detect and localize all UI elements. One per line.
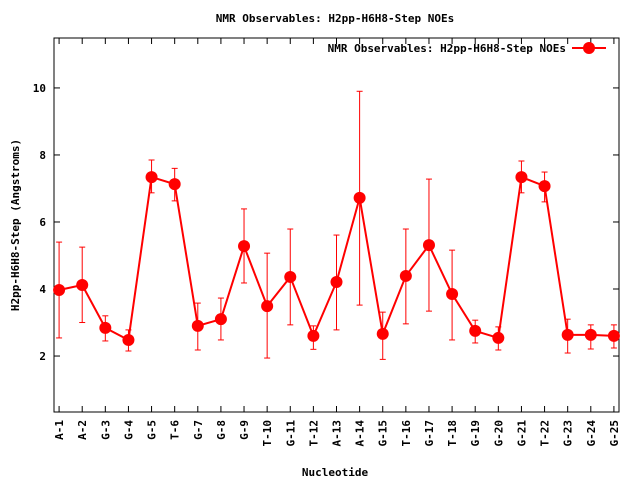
legend-marker (583, 42, 595, 54)
data-point (446, 288, 459, 301)
y-tick-label: 2 (39, 350, 46, 363)
x-tick-label: G-5 (146, 420, 159, 440)
data-point (584, 328, 597, 341)
y-axis-label: H2pp-H6H8-Step (Angstroms) (9, 139, 22, 311)
x-tick-label: G-23 (562, 420, 575, 447)
x-tick-label: T-16 (400, 420, 413, 447)
x-tick-label: T-12 (307, 420, 320, 447)
data-point (284, 270, 297, 283)
x-tick-label: T-22 (539, 420, 552, 447)
y-tick-label: 4 (39, 283, 46, 296)
axes: 2 4 6 8 10 A-1 A-2 G-3 G-4 G-5 T-6 G-7 G-8 G-9 T-10 G-1… (33, 37, 621, 447)
data-point (353, 191, 366, 204)
data-point (469, 324, 482, 337)
legend: NMR Observables: H2pp-H6H8-Step NOEs (328, 42, 606, 55)
series (53, 90, 620, 360)
y-tick-label: 10 (33, 82, 46, 95)
x-tick-label: G-7 (192, 420, 205, 440)
chart-title: NMR Observables: H2pp-H6H8-Step NOEs (216, 12, 454, 25)
plot-border (53, 37, 620, 413)
x-tick-label: G-8 (215, 420, 228, 440)
x-tick-label: G-19 (469, 420, 482, 447)
x-tick-label: A-1 (53, 420, 66, 440)
x-axis-label: Nucleotide (302, 466, 369, 479)
data-point (99, 321, 112, 334)
x-tick-label: G-24 (585, 420, 598, 447)
data-point (261, 300, 274, 313)
data-point (238, 240, 251, 253)
x-tick-label: T-6 (169, 420, 182, 440)
data-point (399, 269, 412, 282)
data-point (376, 327, 389, 340)
x-tick-label: T-10 (261, 420, 274, 447)
data-point (122, 333, 135, 346)
data-point (515, 171, 528, 184)
data-point (607, 329, 620, 342)
data-point (307, 329, 320, 342)
legend-label: NMR Observables: H2pp-H6H8-Step NOEs (328, 42, 566, 55)
data-point (145, 171, 158, 184)
data-point (538, 180, 551, 193)
x-tick-label: G-11 (284, 420, 297, 447)
x-tick-label: G-25 (608, 420, 621, 447)
x-tick-label: G-17 (423, 420, 436, 447)
data-point (492, 331, 505, 344)
data-point (76, 278, 89, 291)
x-tick-label: A-14 (354, 420, 367, 447)
data-point (561, 328, 574, 341)
x-tick-label: G-20 (492, 420, 505, 447)
x-tick-label: A-2 (76, 420, 89, 440)
x-tick-label: G-4 (122, 420, 135, 440)
y-tick-label: 6 (39, 216, 46, 229)
data-point (53, 284, 66, 297)
x-tick-label: T-18 (446, 420, 459, 447)
x-tick-label: G-15 (377, 420, 390, 447)
y-tick-label: 8 (39, 149, 46, 162)
data-point (191, 319, 204, 332)
data-point (422, 239, 435, 252)
data-point (168, 178, 181, 191)
x-tick-label: G-9 (238, 420, 251, 440)
data-point (214, 313, 227, 326)
x-tick-label: A-13 (331, 420, 344, 447)
x-tick-label: G-3 (99, 420, 112, 440)
x-tick-label: G-21 (515, 420, 528, 447)
data-point (330, 275, 343, 288)
